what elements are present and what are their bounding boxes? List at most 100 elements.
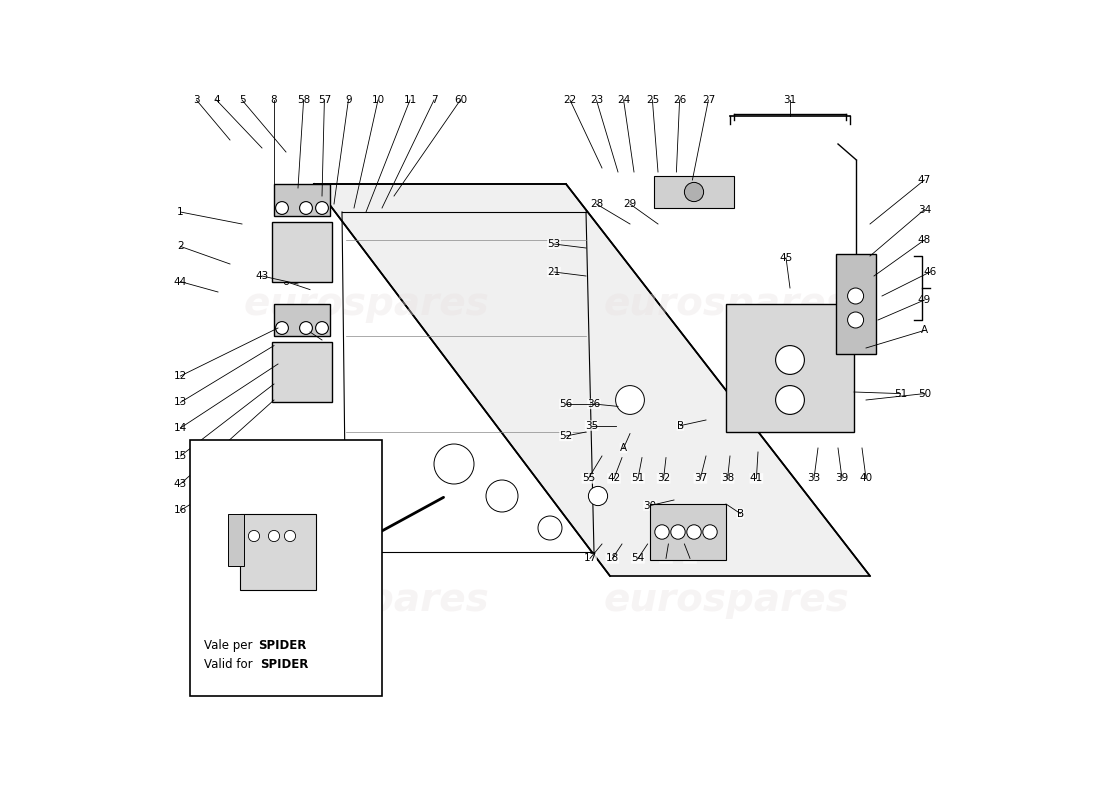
Circle shape <box>276 202 288 214</box>
Text: eurospares: eurospares <box>603 285 849 323</box>
Text: 19: 19 <box>659 554 672 563</box>
Text: 40: 40 <box>859 474 872 483</box>
Text: 8: 8 <box>271 95 277 105</box>
Text: 4: 4 <box>263 467 270 477</box>
Text: SPIDER: SPIDER <box>261 658 309 670</box>
Text: 12: 12 <box>174 371 187 381</box>
FancyBboxPatch shape <box>273 342 331 402</box>
Text: Valid for: Valid for <box>205 658 256 670</box>
Text: 39: 39 <box>835 474 848 483</box>
Text: 22: 22 <box>563 95 576 105</box>
Text: B: B <box>737 509 744 518</box>
Text: 44: 44 <box>174 277 187 286</box>
Circle shape <box>434 444 474 484</box>
Circle shape <box>276 322 288 334</box>
Circle shape <box>316 322 329 334</box>
Text: 43: 43 <box>174 479 187 489</box>
FancyBboxPatch shape <box>241 514 316 590</box>
Circle shape <box>486 480 518 512</box>
Text: 35: 35 <box>585 421 598 430</box>
Text: 24: 24 <box>617 95 630 105</box>
Circle shape <box>848 288 864 304</box>
Circle shape <box>686 525 701 539</box>
Text: 26: 26 <box>673 95 686 105</box>
Text: 16: 16 <box>174 506 187 515</box>
Text: 43: 43 <box>255 271 268 281</box>
Text: 30: 30 <box>644 501 657 510</box>
Circle shape <box>671 525 685 539</box>
Text: 23: 23 <box>590 95 603 105</box>
FancyBboxPatch shape <box>836 254 876 354</box>
Circle shape <box>538 516 562 540</box>
Text: 3: 3 <box>194 95 200 105</box>
Text: 1: 1 <box>177 207 184 217</box>
Circle shape <box>249 530 260 542</box>
Circle shape <box>299 322 312 334</box>
Text: 58: 58 <box>297 95 310 105</box>
Circle shape <box>684 182 704 202</box>
Circle shape <box>299 202 312 214</box>
Text: 5: 5 <box>285 467 292 477</box>
Text: 4: 4 <box>213 95 220 105</box>
Text: 28: 28 <box>590 199 603 209</box>
Text: 36: 36 <box>587 399 601 409</box>
Text: 55: 55 <box>582 474 595 483</box>
Text: eurospares: eurospares <box>243 581 488 619</box>
FancyBboxPatch shape <box>273 222 331 282</box>
Circle shape <box>285 530 296 542</box>
Text: 31: 31 <box>783 95 796 105</box>
Text: A: A <box>620 443 627 453</box>
Text: 49: 49 <box>917 295 931 305</box>
Circle shape <box>776 386 804 414</box>
Text: 11: 11 <box>404 95 417 105</box>
Text: 46: 46 <box>923 267 936 277</box>
Text: 13: 13 <box>174 398 187 407</box>
Text: 57: 57 <box>318 95 331 105</box>
Text: 27: 27 <box>702 95 715 105</box>
Circle shape <box>848 312 864 328</box>
Text: 10: 10 <box>372 95 385 105</box>
Text: 51: 51 <box>894 389 908 398</box>
Circle shape <box>654 525 669 539</box>
Text: 29: 29 <box>624 199 637 209</box>
Text: 45: 45 <box>780 253 793 262</box>
Text: 3: 3 <box>240 467 246 477</box>
Text: 6: 6 <box>283 277 289 286</box>
Text: 17: 17 <box>583 554 596 563</box>
Circle shape <box>316 202 329 214</box>
Text: 21: 21 <box>548 267 561 277</box>
Text: 5: 5 <box>239 95 245 105</box>
Text: 53: 53 <box>548 239 561 249</box>
Polygon shape <box>274 304 330 336</box>
Text: 32: 32 <box>657 474 670 483</box>
Text: 14: 14 <box>174 423 187 433</box>
Text: 60: 60 <box>454 95 467 105</box>
Polygon shape <box>726 304 854 432</box>
Circle shape <box>703 525 717 539</box>
Text: 34: 34 <box>917 205 931 214</box>
Text: 33: 33 <box>807 474 821 483</box>
Text: SPIDER: SPIDER <box>258 639 307 652</box>
Text: 18: 18 <box>606 554 619 563</box>
Text: A: A <box>921 326 928 335</box>
Text: 9: 9 <box>345 95 352 105</box>
Text: 59: 59 <box>305 467 318 477</box>
Text: 41: 41 <box>750 474 763 483</box>
Text: 1: 1 <box>214 535 221 545</box>
Text: 52: 52 <box>560 431 573 441</box>
Text: 20: 20 <box>683 554 696 563</box>
Text: 25: 25 <box>646 95 659 105</box>
Text: eurospares: eurospares <box>603 581 849 619</box>
Text: 47: 47 <box>917 175 931 185</box>
Text: 37: 37 <box>694 474 707 483</box>
Text: 15: 15 <box>174 451 187 461</box>
Polygon shape <box>314 184 870 576</box>
Circle shape <box>588 486 607 506</box>
Text: Vale per: Vale per <box>205 639 256 652</box>
FancyBboxPatch shape <box>190 440 382 696</box>
Text: 54: 54 <box>631 554 645 563</box>
Text: eurospares: eurospares <box>243 285 488 323</box>
Polygon shape <box>274 184 330 216</box>
Text: 38: 38 <box>720 474 734 483</box>
Text: 56: 56 <box>560 399 573 409</box>
